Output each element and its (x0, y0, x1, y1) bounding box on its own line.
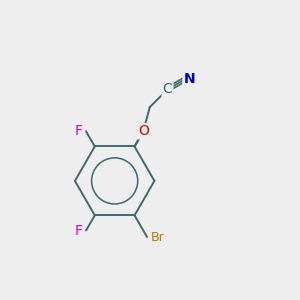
Text: Br: Br (151, 230, 164, 244)
Text: O: O (138, 124, 149, 138)
Text: N: N (183, 72, 195, 86)
Text: F: F (75, 224, 83, 238)
Text: C: C (163, 82, 172, 96)
Text: F: F (75, 124, 83, 138)
